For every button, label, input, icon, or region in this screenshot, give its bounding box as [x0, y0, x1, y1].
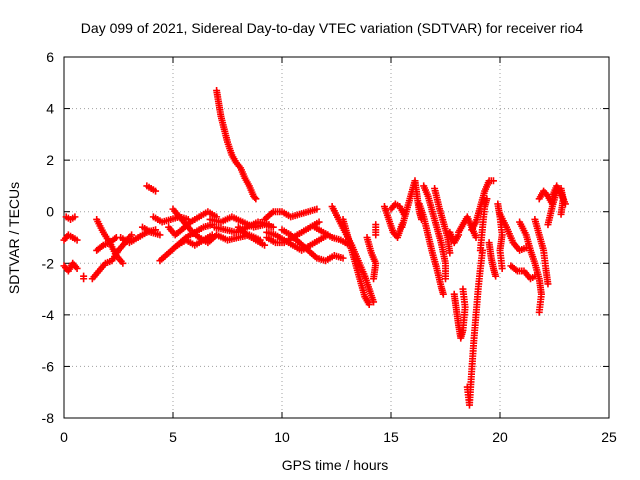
data-point [156, 231, 164, 239]
data-track [62, 213, 79, 223]
data-point [557, 210, 565, 218]
axis-ticks: 0 5 10 15 20 25 -8 -6 -4 -2 0 2 4 6 [42, 49, 617, 445]
data-track [311, 223, 354, 249]
data-track [143, 182, 160, 195]
data-track [60, 259, 81, 275]
y-tick-label: -2 [42, 255, 55, 271]
data-point [489, 177, 497, 185]
data-point [119, 259, 127, 267]
data-point [252, 195, 260, 203]
data-track [476, 195, 491, 254]
y-tick-label: -8 [42, 410, 55, 426]
data-point [315, 218, 323, 226]
data-track [234, 223, 269, 249]
data-track [415, 200, 447, 298]
data-track [213, 87, 260, 203]
data-points [60, 87, 569, 409]
data-point [492, 272, 500, 280]
data-track [339, 215, 373, 309]
y-tick-label: -4 [42, 307, 55, 323]
data-point [339, 254, 347, 262]
x-tick-label: 0 [60, 429, 68, 445]
data-track [398, 177, 426, 231]
data-track [516, 218, 545, 316]
data-point [535, 308, 543, 316]
data-point [71, 213, 79, 221]
y-tick-label: -6 [42, 358, 55, 374]
data-point [459, 285, 467, 293]
data-track [263, 228, 332, 254]
data-track [450, 285, 469, 342]
y-tick-label: 2 [46, 152, 54, 168]
data-track [278, 226, 347, 265]
data-track [173, 231, 216, 249]
data-track [531, 215, 552, 288]
y-tick-label: 4 [46, 101, 54, 117]
data-point [251, 194, 259, 202]
data-track [80, 272, 88, 283]
data-track [206, 213, 277, 231]
x-axis-label: GPS time / hours [282, 457, 389, 473]
y-axis-label: SDTVAR / TECUs [6, 182, 22, 294]
data-point [370, 275, 378, 283]
x-tick-label: 5 [169, 429, 177, 445]
data-track [420, 182, 449, 283]
data-track [548, 182, 569, 208]
data-track [93, 215, 127, 267]
data-track [496, 210, 530, 254]
data-point [152, 187, 160, 195]
data-point [128, 231, 136, 239]
data-track [463, 246, 487, 409]
data-track [372, 221, 380, 239]
data-point [561, 200, 569, 208]
x-tick-label: 15 [383, 429, 399, 445]
data-track [431, 185, 454, 257]
x-tick-label: 10 [274, 429, 290, 445]
data-track [363, 234, 380, 283]
data-track [507, 262, 539, 283]
data-point [80, 275, 88, 283]
y-tick-label: 0 [46, 204, 54, 220]
data-track [485, 239, 500, 280]
data-point [365, 301, 373, 309]
data-point [73, 236, 81, 244]
data-point [269, 223, 277, 231]
data-track [261, 205, 321, 223]
data-point [261, 241, 269, 249]
data-point [544, 280, 552, 288]
data-point [73, 264, 81, 272]
data-point [442, 275, 449, 283]
data-point [439, 290, 447, 298]
data-point [498, 264, 506, 272]
data-point [483, 195, 491, 203]
x-tick-label: 25 [601, 429, 617, 445]
data-point [313, 205, 321, 213]
data-track [60, 231, 81, 244]
data-track [138, 223, 164, 239]
chart-title: Day 099 of 2021, Sidereal Day-to-day VTE… [81, 20, 584, 36]
data-point [446, 249, 454, 257]
y-tick-label: 6 [46, 49, 54, 65]
data-point [372, 231, 380, 239]
x-tick-label: 20 [492, 429, 508, 445]
